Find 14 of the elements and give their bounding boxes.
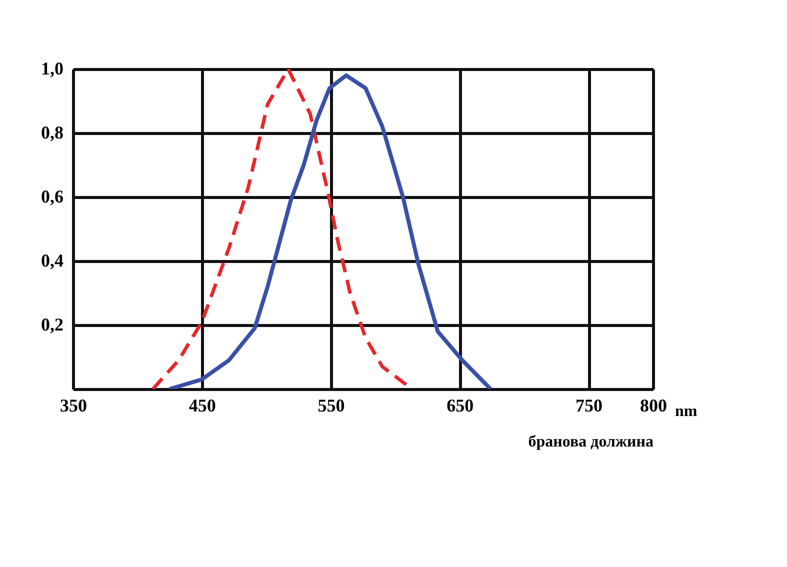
y-tick-label: 0,6: [41, 186, 64, 206]
x-tick-label: 450: [188, 396, 216, 416]
y-tick-label: 0,2: [41, 314, 64, 334]
text: nm: [675, 403, 698, 420]
y-tick-label: 0,4: [41, 250, 64, 270]
x-axis-title: бранова должина: [528, 434, 654, 450]
x-tick-label: 800: [640, 396, 667, 416]
x-tick-label: 350: [60, 396, 87, 416]
line-series: [168, 73, 493, 389]
y-tick-label: 1,0: [41, 58, 64, 78]
x-tick-label: 650: [446, 396, 474, 416]
x-tick-label: 750: [576, 396, 603, 416]
x-tick-label: 550: [318, 396, 345, 416]
y-tick-label: 0,8: [41, 122, 64, 142]
